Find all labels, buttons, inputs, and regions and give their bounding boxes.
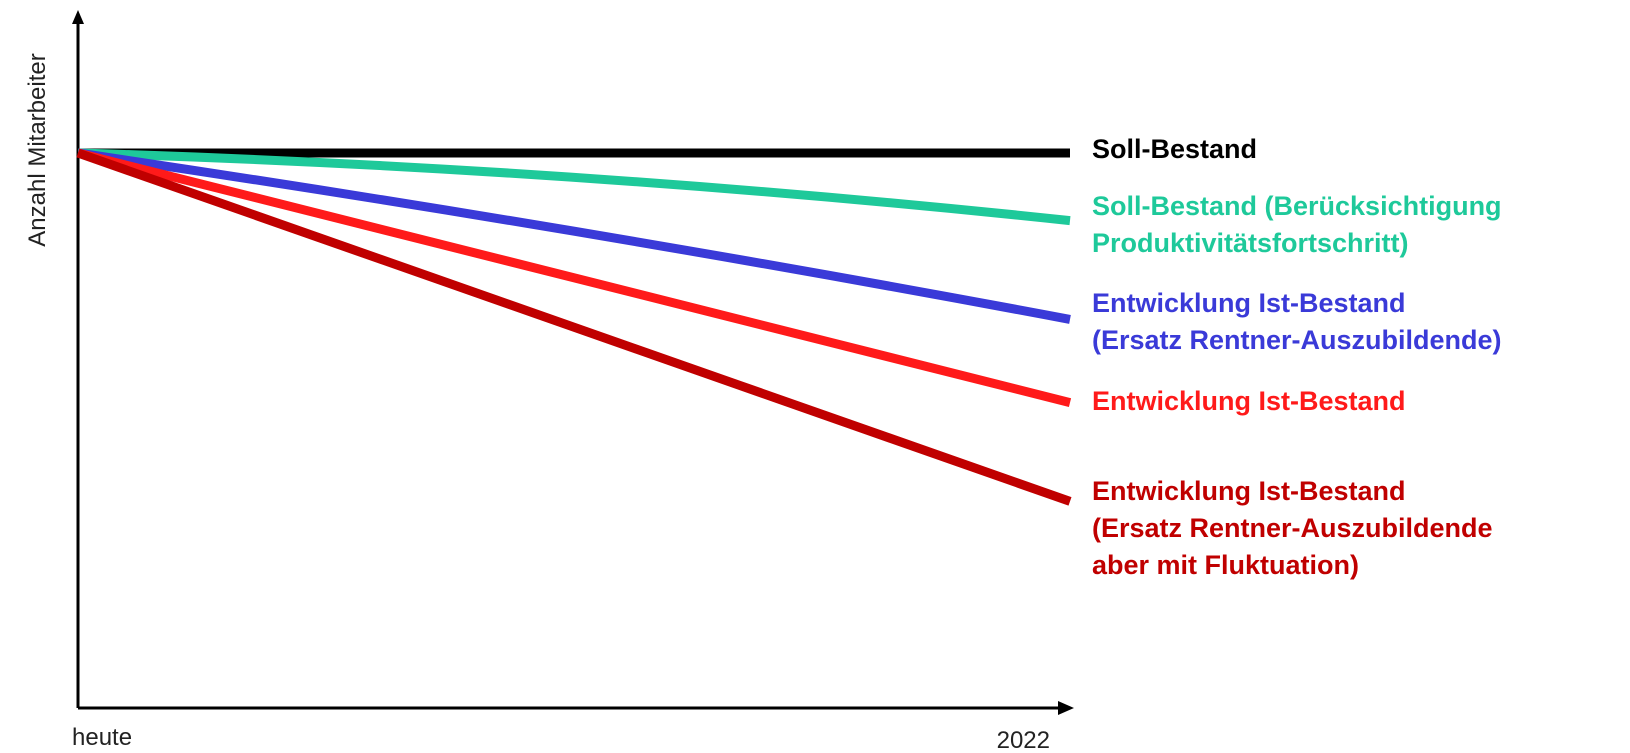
- legend-entry-3: Entwicklung Ist-Bestand (Ersatz Rentner-A…: [1092, 288, 1502, 355]
- legend-entry-1: Soll-Bestand: [1092, 134, 1257, 164]
- x-axis-arrow-icon: [1058, 701, 1074, 715]
- legend-entry-line: (Ersatz Rentner-Auszubildende): [1092, 325, 1502, 355]
- legend-entry-line: Produktivitätsfortschritt): [1092, 228, 1409, 258]
- legend-entry-4: Entwicklung Ist-Bestand: [1092, 386, 1406, 416]
- series-line-4: [76, 148, 1072, 407]
- legend-entry-line: Soll-Bestand (Berücksichtigung: [1092, 191, 1502, 221]
- legend-entry-line: (Ersatz Rentner-Auszubildende: [1092, 513, 1493, 543]
- y-axis-arrow-icon: [72, 10, 84, 24]
- legend-entry-line: aber mit Fluktuation): [1092, 550, 1359, 580]
- legend-entry-5: Entwicklung Ist-Bestand (Ersatz Rentner-A…: [1092, 476, 1493, 580]
- legend-entry-line: Entwicklung Ist-Bestand: [1092, 476, 1406, 506]
- series-line-5: [76, 148, 1072, 506]
- series-line-2: [77, 148, 1071, 226]
- legend-entry-line: Soll-Bestand: [1092, 134, 1257, 164]
- y-axis-label: Anzahl Mitarbeiter: [24, 53, 51, 246]
- legend-layer: Soll-Bestand Soll-Bestand (Berücksichtigu…: [1092, 134, 1502, 580]
- x-tick-label-start: heute: [72, 724, 132, 751]
- series-line-3: [77, 148, 1071, 324]
- series-layer: [76, 148, 1072, 506]
- x-tick-label-end: 2022: [997, 727, 1050, 753]
- legend-entry-2: Soll-Bestand (Berücksichtigung Produktivi…: [1092, 191, 1502, 258]
- legend-entry-line: Entwicklung Ist-Bestand: [1092, 386, 1406, 416]
- legend-entry-line: Entwicklung Ist-Bestand: [1092, 288, 1406, 318]
